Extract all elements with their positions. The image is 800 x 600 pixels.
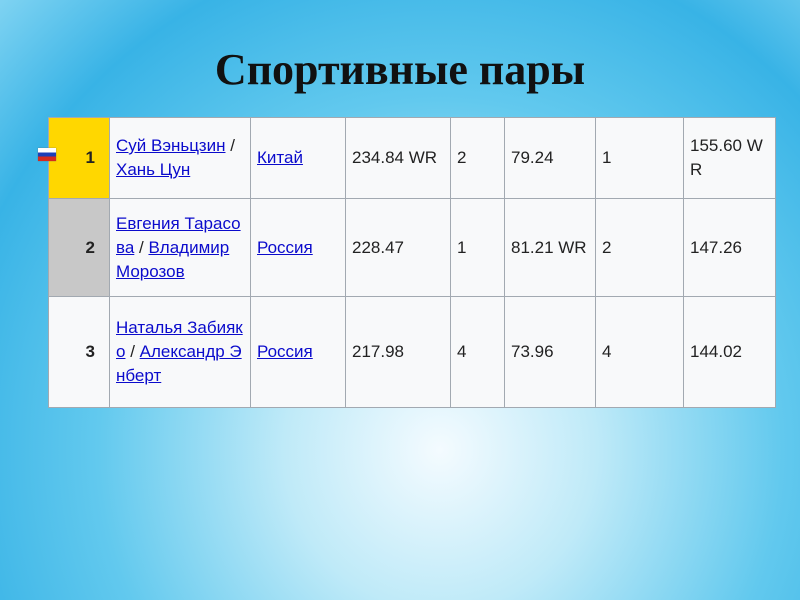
pair-cell: Наталья Забияко / Александр Энберт [109,296,251,408]
total-score: 228.47 [345,198,451,297]
fs-score: 147.26 [683,198,776,297]
sp-score: 81.21 WR [504,198,596,297]
fs-score: 144.02 [683,296,776,408]
total-score: 217.98 [345,296,451,408]
table-row: 1 Суй Вэньцзин / Хань Цун Китай 234.84 W… [48,117,776,199]
pair-cell: Суй Вэньцзин / Хань Цун [109,117,251,199]
russia-flag-icon [38,148,56,161]
country-link[interactable]: Россия [257,342,313,361]
rank-cell: 3 [48,296,110,408]
page-title: Спортивные пары [214,45,586,94]
country-link[interactable]: Россия [257,237,313,257]
sp-place: 4 [450,296,505,408]
athlete-link[interactable]: Евгения Тарасова [116,213,241,257]
sp-score: 73.96 [504,296,596,408]
fs-place: 1 [595,117,684,199]
rank-cell: 1 [48,117,110,199]
country-link[interactable]: Китай [257,148,303,167]
athlete-link[interactable]: Суй Вэньцзин [116,136,226,155]
rank-cell: 2 [48,198,110,297]
pair-cell: Евгения Тарасова / Владимир Морозов [109,198,251,297]
athlete-link[interactable]: Владимир Морозов [116,237,230,281]
athlete-link[interactable]: Наталья Забияко [116,318,243,361]
separator: / [134,237,149,257]
fs-place: 2 [595,198,684,297]
athlete-link[interactable]: Хань Цун [116,160,191,179]
total-score: 234.84 WR [345,117,451,199]
separator: / [125,342,140,361]
table-row: 2 Евгения Тарасова / Владимир Морозов Ро… [48,198,776,297]
table-row: 3 Наталья Забияко / Александр Энберт Рос… [48,296,776,408]
sp-place: 2 [450,117,505,199]
separator: / [225,136,235,155]
fs-score: 155.60 WR [683,117,776,199]
results-table: 1 Суй Вэньцзин / Хань Цун Китай 234.84 W… [48,117,776,408]
sp-place: 1 [450,198,505,297]
fs-place: 4 [595,296,684,408]
sp-score: 79.24 [504,117,596,199]
athlete-link[interactable]: Александр Энберт [116,342,242,385]
